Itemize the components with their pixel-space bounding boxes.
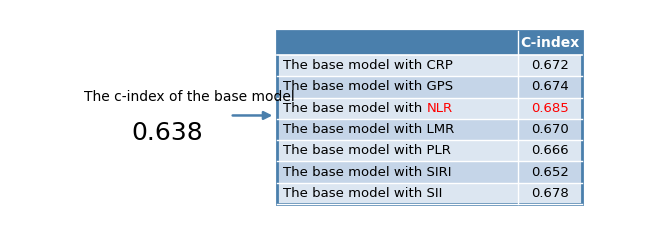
Text: 0.652: 0.652	[532, 165, 569, 179]
Text: The base model with: The base model with	[283, 102, 426, 115]
Bar	[277, 76, 582, 98]
Text: The base model with PLR: The base model with PLR	[283, 144, 450, 157]
Text: NLR: NLR	[426, 102, 452, 115]
Text: 0.674: 0.674	[532, 80, 569, 94]
Text: 0.685: 0.685	[532, 102, 569, 115]
Text: The base model with CRP: The base model with CRP	[283, 59, 452, 72]
Text: 0.638: 0.638	[131, 121, 203, 145]
Text: The base model with SIRI: The base model with SIRI	[283, 165, 451, 179]
Text: The base model with GPS: The base model with GPS	[283, 80, 453, 94]
Text: 0.666: 0.666	[532, 144, 569, 157]
Bar	[277, 140, 582, 161]
Bar	[277, 161, 582, 183]
Text: 0.672: 0.672	[532, 59, 569, 72]
Text: The base model with SII: The base model with SII	[283, 187, 442, 200]
Bar	[277, 31, 582, 204]
Text: The base model with LMR: The base model with LMR	[283, 123, 454, 136]
Text: The c-index of the base model: The c-index of the base model	[84, 90, 294, 104]
Bar	[277, 98, 582, 119]
Bar	[277, 31, 582, 55]
Text: 0.670: 0.670	[532, 123, 569, 136]
Text: C-index: C-index	[521, 36, 580, 50]
Bar	[277, 119, 582, 140]
Bar	[277, 183, 582, 204]
Text: 0.678: 0.678	[532, 187, 569, 200]
Bar	[277, 55, 582, 76]
